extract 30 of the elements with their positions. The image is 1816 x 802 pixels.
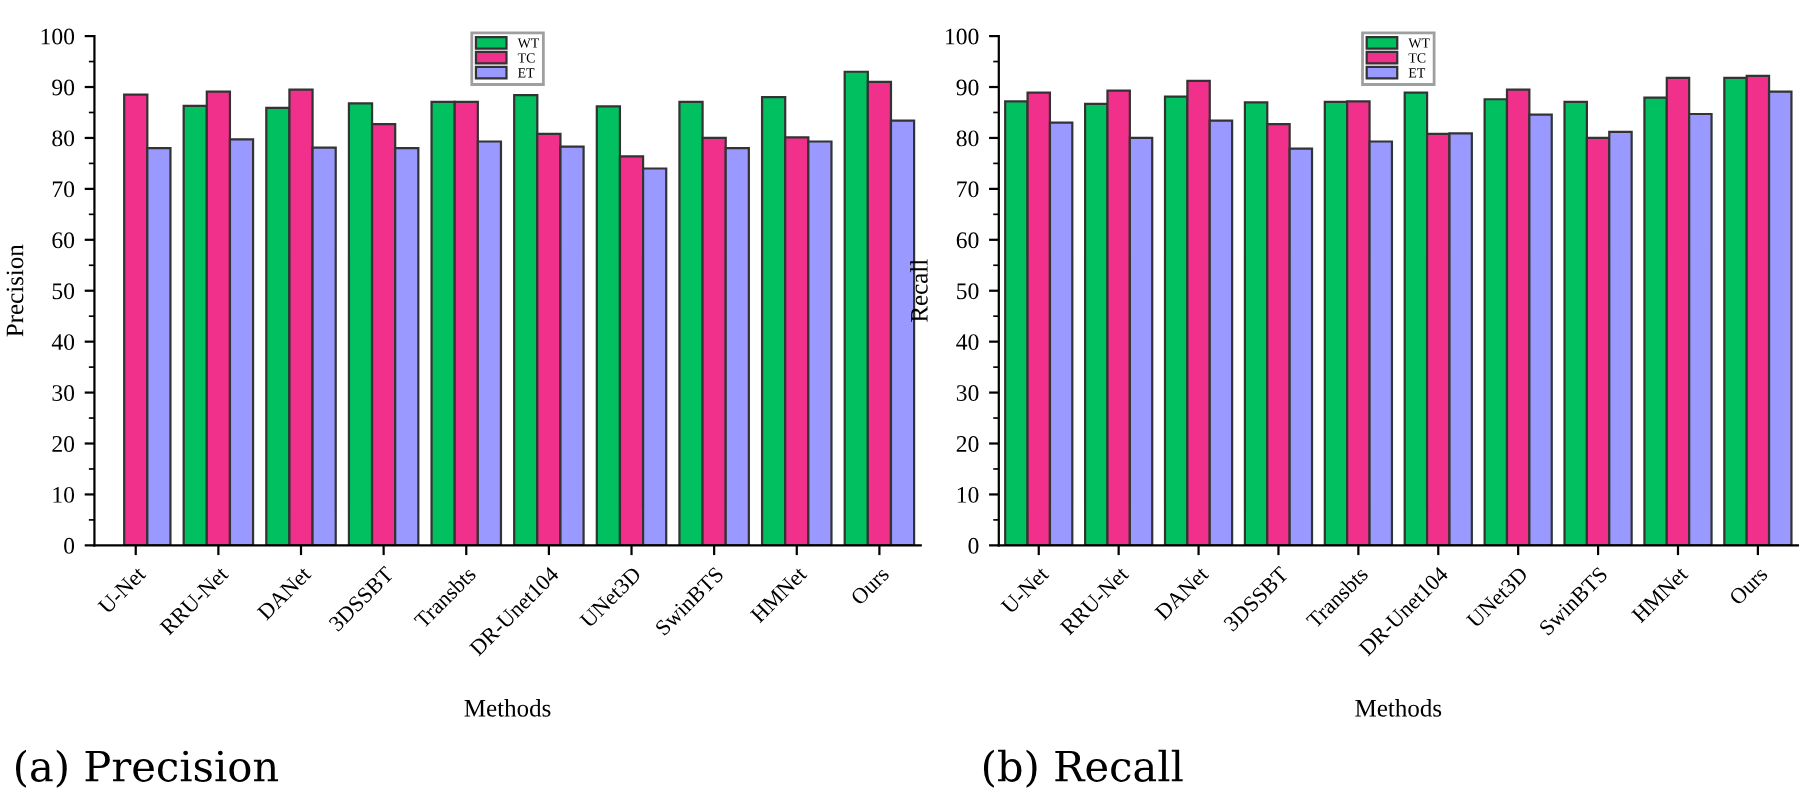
y-tick-label: 40	[956, 334, 979, 351]
y-tick-label: 50	[957, 283, 979, 300]
y-tick-label: 70	[52, 181, 75, 198]
text: (b) Recall	[983, 749, 1183, 788]
x-tick-label: Ours	[849, 565, 890, 606]
y-tick-label: 100	[946, 28, 979, 45]
y-tick-label: 40	[51, 334, 75, 351]
y-tick-label: 20	[52, 436, 75, 452]
y-tick-label: 80	[52, 130, 75, 147]
y-tick-label: 80	[956, 130, 979, 147]
y-tick-label: 50	[52, 283, 75, 300]
y-axis-title: Recall	[910, 259, 928, 322]
y-tick-label: 70	[957, 181, 979, 198]
y-tick-label: 0	[64, 537, 75, 554]
y-tick-label: 100	[41, 28, 75, 45]
y-tick-label: 20	[956, 436, 979, 452]
y-tick-label: 90	[52, 79, 75, 96]
x-axis-title: Methods	[464, 699, 551, 717]
y-tick-label: 90	[956, 79, 979, 96]
y-tick-label: 60	[52, 232, 75, 249]
text: (a) Precision	[16, 749, 279, 788]
y-tick-label: 10	[957, 486, 979, 503]
y-tick-label: 10	[53, 486, 75, 503]
y-tick-label: 30	[52, 385, 75, 401]
y-tick-label: 0	[968, 537, 979, 554]
y-tick-label: 30	[956, 385, 979, 401]
x-tick-label: Ours	[1728, 565, 1769, 606]
y-tick-label: 60	[956, 232, 979, 249]
y-axis-title: Precision	[6, 244, 24, 337]
x-axis-title: Methods	[1355, 699, 1442, 717]
